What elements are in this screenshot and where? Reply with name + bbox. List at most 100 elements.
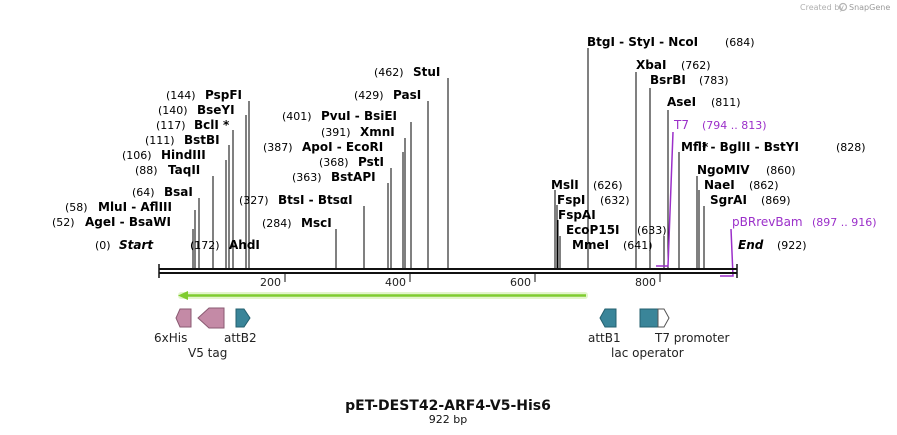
feature-attb2[interactable]	[235, 308, 251, 328]
site-label-bseyi[interactable]: (140) BseYI	[158, 103, 235, 117]
svg-text:EcoP15I: EcoP15I	[566, 223, 620, 237]
primer-arrow-pbrrevbam	[720, 228, 734, 277]
feature-6xhis[interactable]	[175, 308, 192, 328]
dna-backbone	[158, 264, 738, 278]
site-label-btsi-btsai[interactable]: (327) BtsI - BtsαI	[239, 193, 353, 207]
site-label-ecop15i[interactable]: EcoP15I (633)	[566, 223, 667, 237]
site-label-msci[interactable]: (284) MscI	[262, 216, 332, 230]
svg-text:(106): (106)	[122, 149, 152, 162]
svg-text:FspAI: FspAI	[558, 208, 596, 222]
svg-text:(140): (140)	[158, 104, 188, 117]
feature-lac-operator[interactable]	[639, 308, 659, 328]
site-label-msli[interactable]: MslI (626)	[551, 178, 623, 192]
site-label-pvui-bsiei[interactable]: (401) PvuI - BsiEI	[282, 109, 397, 123]
svg-text:(862): (862)	[749, 179, 779, 192]
site-label-xmni[interactable]: (391) XmnI	[321, 125, 395, 139]
site-label-taqii[interactable]: (88) TaqII	[135, 163, 200, 177]
site-label-xbai[interactable]: XbaI (762)	[636, 58, 711, 72]
star-activity-marker: *	[702, 140, 709, 154]
site-label-stui[interactable]: (462) StuI	[374, 65, 440, 79]
snapgene-brand-text: SnapGene	[849, 3, 890, 12]
site-label-mmei[interactable]: MmeI (641)	[572, 238, 653, 252]
site-label-bsrbi[interactable]: BsrBI (783)	[650, 73, 729, 87]
ruler: 200 400 600 800	[260, 274, 661, 289]
feature-label-attb1: attB1	[588, 331, 621, 345]
plasmid-length: 922 bp	[429, 413, 467, 426]
tick-200: 200	[260, 276, 281, 289]
svg-text:(828): (828)	[836, 141, 866, 154]
svg-text:BsrBI: BsrBI	[650, 73, 686, 87]
primer-label-pbrrevbam[interactable]: pBRrevBam (897 .. 916)	[732, 215, 877, 229]
snapgene-logo-icon	[838, 2, 848, 12]
svg-text:BstBI: BstBI	[184, 133, 220, 147]
svg-text:NaeI: NaeI	[704, 178, 735, 192]
svg-text:HindIII: HindIII	[161, 148, 206, 162]
svg-text:(626): (626)	[593, 179, 623, 192]
svg-text:(284): (284)	[262, 217, 292, 230]
feature-t7-promoter[interactable]	[657, 308, 670, 328]
site-label-ngomiv[interactable]: NgoMIV (860)	[697, 163, 796, 177]
feature-label-t7-promoter: T7 promoter	[654, 331, 730, 345]
tick-400: 400	[385, 276, 406, 289]
site-label-ahdi[interactable]: (172) AhdI	[190, 238, 260, 252]
site-label-btgi-styi-ncoi[interactable]: BtgI - StyI - NcoI (684)	[587, 35, 755, 49]
svg-text:(860): (860)	[766, 164, 796, 177]
snapgene-credit: Created by SnapGene	[800, 2, 890, 12]
svg-text:MflI - BglII - BstYI: MflI - BglII - BstYI	[681, 140, 799, 154]
site-label-bsai[interactable]: (64) BsaI	[132, 185, 193, 199]
site-label-hindiii[interactable]: (106) HindIII	[122, 148, 206, 162]
primer-label-t7[interactable]: T7 (794 .. 813)	[673, 118, 767, 132]
site-label-pspfi[interactable]: (144) PspFI	[166, 88, 242, 102]
svg-text:(111): (111)	[145, 134, 175, 147]
site-label-bstbi[interactable]: (111) BstBI	[145, 133, 220, 147]
svg-text:(783): (783)	[699, 74, 729, 87]
end-label: End (922)	[738, 238, 807, 252]
svg-text:StuI: StuI	[413, 65, 440, 79]
site-label-mfli-bglii-bstyi[interactable]: MflI - BglII - BstYI * (828)	[681, 140, 866, 154]
primer-arrow-t7	[656, 131, 674, 267]
svg-text:MscI: MscI	[301, 216, 332, 230]
feature-v5-tag[interactable]	[197, 307, 225, 329]
svg-text:(64): (64)	[132, 186, 155, 199]
svg-text:BsaI: BsaI	[164, 185, 193, 199]
primer-marks	[656, 131, 734, 277]
site-label-asei[interactable]: AseI (811)	[667, 95, 741, 109]
orf-arrow[interactable]	[178, 291, 588, 300]
svg-text:PvuI - BsiEI: PvuI - BsiEI	[321, 109, 397, 123]
site-label-agei-bsawi[interactable]: (52) AgeI - BsaWI	[52, 215, 171, 229]
feature-attb1[interactable]	[599, 308, 617, 328]
star-activity-marker: *	[223, 118, 230, 132]
site-label-sgrai[interactable]: SgrAI (869)	[710, 193, 791, 207]
site-label-bcli[interactable]: (117) BclI *	[156, 118, 230, 132]
svg-text:(869): (869)	[761, 194, 791, 207]
site-label-pasi[interactable]: (429) PasI	[354, 88, 421, 102]
tick-800: 800	[635, 276, 656, 289]
svg-text:(88): (88)	[135, 164, 158, 177]
svg-text:(368): (368)	[319, 156, 349, 169]
feature-label-v5-tag: V5 tag	[188, 346, 227, 360]
site-label-apoi-ecori[interactable]: (387) ApoI - EcoRI	[263, 140, 383, 154]
feature-label-6xhis: 6xHis	[154, 331, 187, 345]
feature-label-attb2: attB2	[224, 331, 257, 345]
site-label-mlui-afliii[interactable]: (58) MluI - AflIII	[65, 200, 172, 214]
svg-text:XmnI: XmnI	[360, 125, 395, 139]
site-label-fspi[interactable]: FspI (632)	[557, 193, 630, 207]
site-label-psti[interactable]: (368) PstI	[319, 155, 384, 169]
svg-text:BtsI - BtsαI: BtsI - BtsαI	[278, 193, 353, 207]
svg-text:Start: Start	[119, 238, 154, 252]
site-label-naei[interactable]: NaeI (862)	[704, 178, 779, 192]
tick-600: 600	[510, 276, 531, 289]
svg-text:(58): (58)	[65, 201, 88, 214]
svg-text:NgoMIV: NgoMIV	[697, 163, 750, 177]
svg-text:BseYI: BseYI	[197, 103, 235, 117]
site-label-fspai[interactable]: FspAI	[558, 208, 596, 222]
svg-text:(897 .. 916): (897 .. 916)	[812, 216, 877, 229]
svg-text:BclI: BclI	[194, 118, 219, 132]
plasmid-title: pET-DEST42-ARF4-V5-His6	[345, 398, 551, 414]
svg-text:(684): (684)	[725, 36, 755, 49]
svg-text:PstI: PstI	[358, 155, 384, 169]
svg-text:MluI - AflIII: MluI - AflIII	[98, 200, 172, 214]
site-label-bstapi[interactable]: (363) BstAPI	[292, 170, 376, 184]
svg-text:ApoI - EcoRI: ApoI - EcoRI	[302, 140, 383, 154]
svg-text:(363): (363)	[292, 171, 322, 184]
